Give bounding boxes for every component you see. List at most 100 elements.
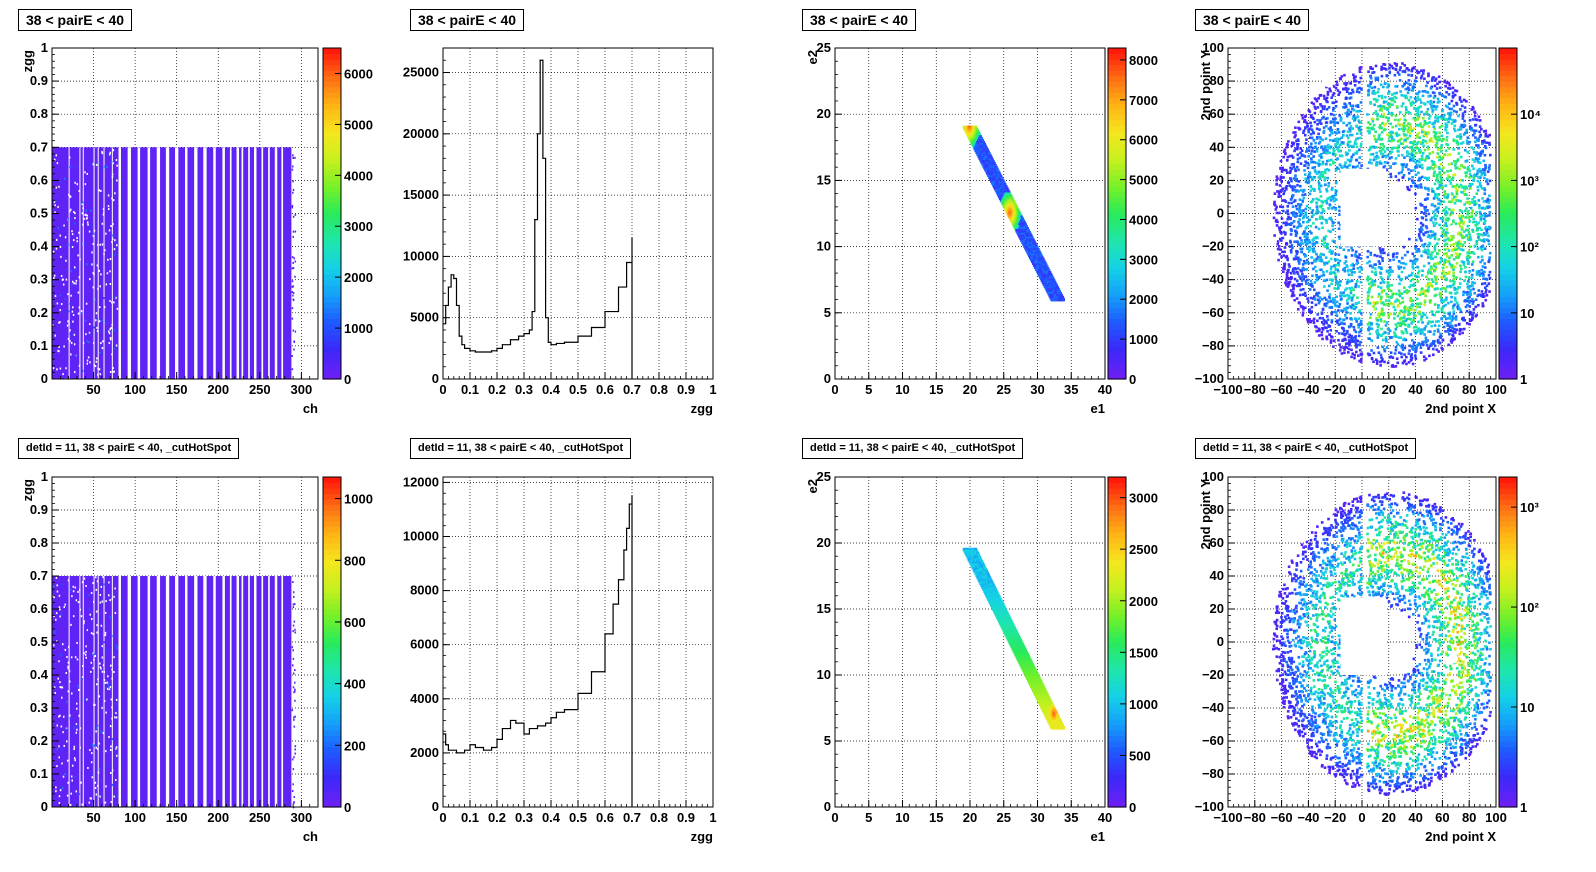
hit-cell xyxy=(1325,121,1329,124)
hit-cell xyxy=(1443,232,1446,236)
data-point xyxy=(523,333,525,335)
hit-cell xyxy=(1459,135,1463,139)
hit-cell xyxy=(1409,127,1412,130)
hit-cell xyxy=(1332,240,1336,244)
band-cell xyxy=(987,167,992,172)
hit-cell xyxy=(1322,270,1325,274)
band-cell xyxy=(985,161,989,166)
hit-cell xyxy=(1329,267,1333,271)
palette-tick-label: 8000 xyxy=(1129,53,1158,68)
band-cell xyxy=(1019,215,1024,220)
hit-cell xyxy=(1317,142,1321,145)
hit-cell xyxy=(1301,193,1304,197)
data-point xyxy=(501,344,503,346)
y-tick-label: 0.6 xyxy=(30,172,48,187)
hit-cell xyxy=(1357,80,1361,84)
hit-cell xyxy=(1407,325,1411,328)
hit-cell xyxy=(1446,324,1449,327)
hit-cell xyxy=(1350,264,1353,267)
band-cell xyxy=(1005,202,1009,206)
band-cell xyxy=(1014,207,1018,212)
hit-cell xyxy=(1398,294,1402,298)
hit-cell xyxy=(1387,288,1391,291)
hit-cell xyxy=(1485,227,1489,231)
band-cell xyxy=(1030,248,1034,252)
hit-cell xyxy=(1324,218,1328,222)
hit-cell xyxy=(1323,238,1327,241)
empty-channel xyxy=(68,147,70,379)
band-cell xyxy=(1028,248,1033,252)
hit-cell xyxy=(1381,259,1385,263)
hit-cell xyxy=(1328,250,1332,254)
hit-cell xyxy=(1383,320,1386,323)
hit-cell xyxy=(1387,315,1391,319)
band-cell xyxy=(1009,217,1013,222)
hit-cell xyxy=(1408,349,1411,352)
hit-cell xyxy=(1312,155,1315,158)
hit-cell xyxy=(1318,154,1321,157)
hit-cell xyxy=(1484,146,1488,150)
hit-cell xyxy=(1488,251,1492,255)
hit-cell xyxy=(1377,94,1381,98)
hit-cell xyxy=(1388,266,1392,269)
hit-cell xyxy=(1396,140,1400,143)
band-cell xyxy=(1012,207,1016,212)
sparse-cell xyxy=(53,158,56,161)
hit-cell xyxy=(1308,207,1312,210)
hit-cell xyxy=(1347,136,1350,140)
hit-cell xyxy=(1464,148,1467,152)
hit-cell xyxy=(1355,345,1358,349)
hit-cell xyxy=(1282,192,1285,196)
hit-cell xyxy=(1378,137,1382,141)
hit-cell xyxy=(1402,286,1406,289)
y-tick-label: 0.7 xyxy=(30,139,48,154)
hit-cell xyxy=(1298,210,1301,214)
hit-cell xyxy=(1431,320,1434,324)
hit-cell xyxy=(1413,354,1417,358)
palette-swatch xyxy=(323,219,341,226)
hit-cell xyxy=(1310,128,1314,132)
hit-cell xyxy=(1291,269,1295,273)
hit-cell xyxy=(1395,357,1399,361)
hit-cell xyxy=(1476,189,1480,192)
palette-swatch xyxy=(323,185,341,193)
hit-cell xyxy=(1410,151,1414,155)
band-cell xyxy=(1026,228,1030,233)
hit-cell xyxy=(1366,255,1369,259)
band-cell xyxy=(991,183,996,187)
hit-cell xyxy=(1316,208,1319,211)
hit-cell xyxy=(1279,195,1282,198)
hit-cell xyxy=(1468,169,1471,172)
hit-cell xyxy=(1354,116,1358,120)
hit-cell xyxy=(1453,164,1457,167)
hit-cell xyxy=(1405,362,1408,366)
hit-cell xyxy=(1433,182,1437,186)
hit-cell xyxy=(1380,106,1383,110)
hit-cell xyxy=(1470,201,1474,204)
hit-cell xyxy=(1384,155,1388,159)
sparse-cell xyxy=(72,239,75,242)
hit-cell xyxy=(1353,356,1356,360)
hit-cell xyxy=(1304,211,1307,215)
hit-cell xyxy=(1395,340,1399,344)
sparse-cell xyxy=(112,199,115,202)
hit-cell xyxy=(1334,100,1338,104)
band-cell xyxy=(1005,194,1009,199)
hit-cell xyxy=(1382,112,1386,116)
hit-cell xyxy=(1389,289,1393,293)
hit-cell xyxy=(1310,256,1313,259)
hit-cell xyxy=(1342,87,1345,91)
hit-cell xyxy=(1392,305,1396,309)
hit-cell xyxy=(1332,221,1335,225)
hit-cell xyxy=(1438,138,1442,141)
hit-cell xyxy=(1400,355,1404,359)
band-cell xyxy=(1025,226,1029,231)
band-cell xyxy=(1044,270,1048,275)
hit-cell xyxy=(1324,304,1328,308)
hit-cell xyxy=(1295,284,1299,288)
empty-channel xyxy=(118,147,121,379)
hit-cell xyxy=(1370,117,1374,121)
hit-cell xyxy=(1341,134,1345,137)
hit-cell xyxy=(1452,316,1456,320)
hit-cell xyxy=(1329,126,1333,129)
